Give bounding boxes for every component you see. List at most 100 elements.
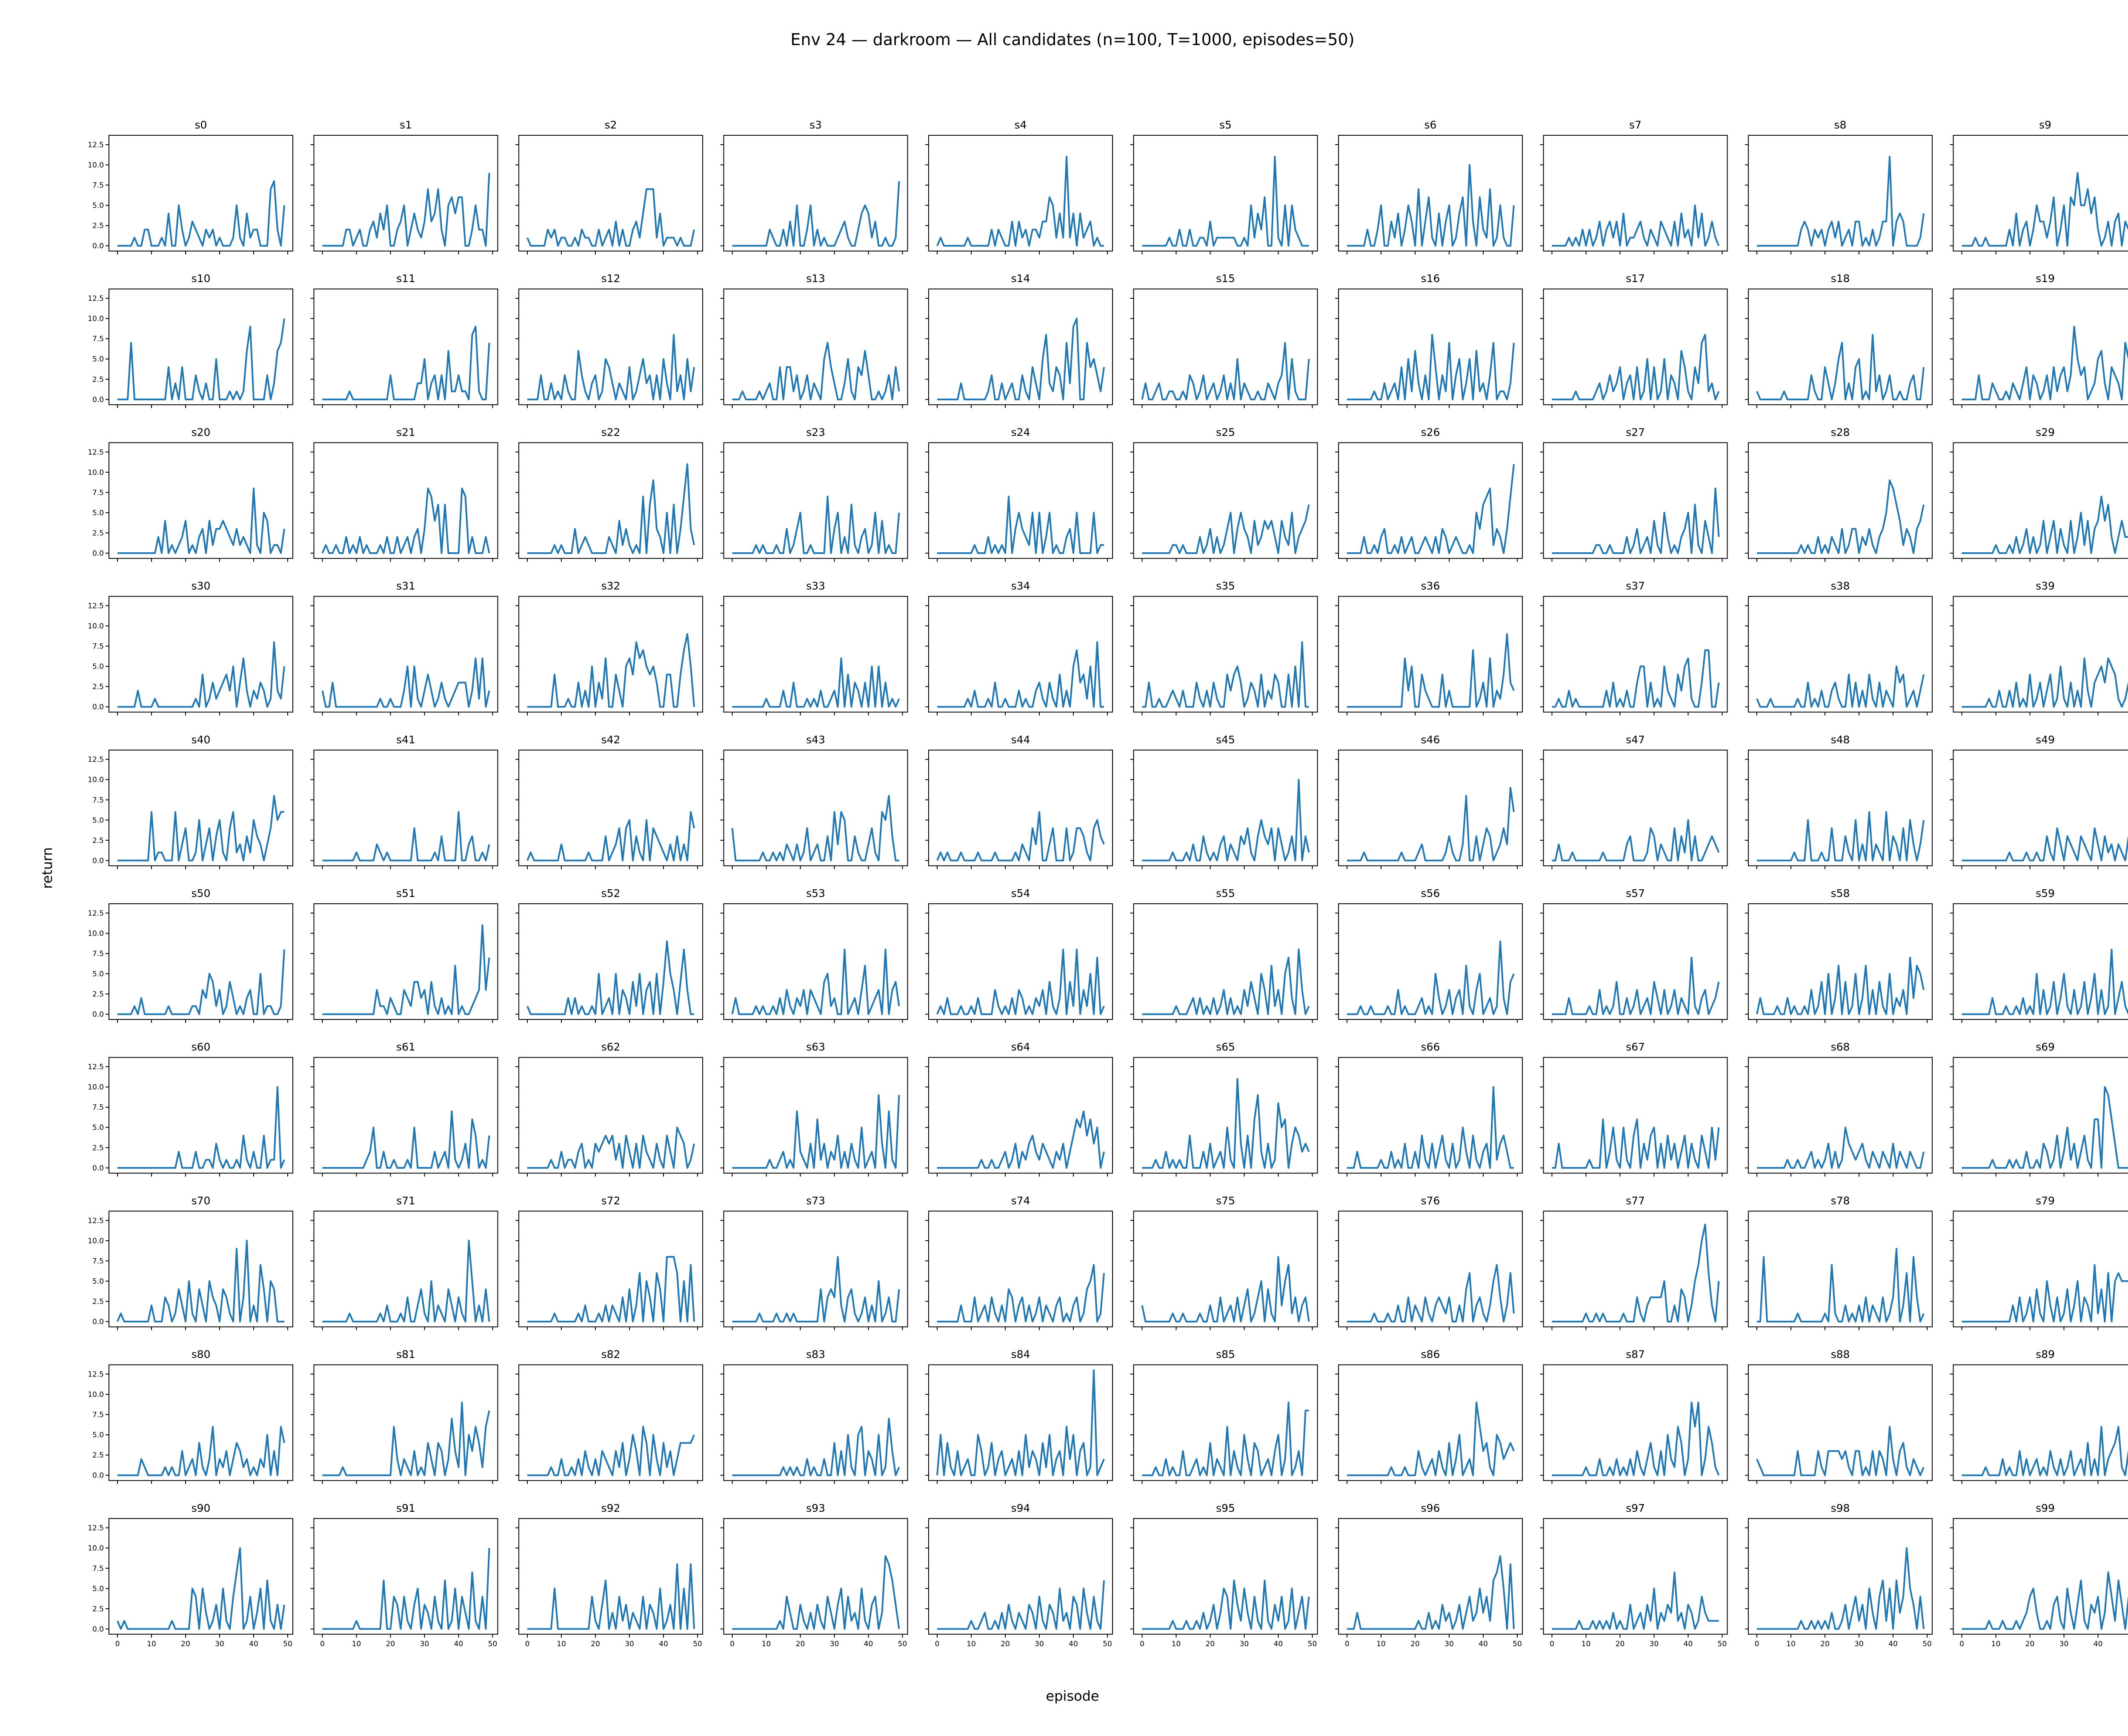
- y-tick-label: 5.0: [92, 662, 104, 671]
- y-tick-label: 12.5: [88, 909, 104, 918]
- x-tick-label: 30: [1854, 1640, 1864, 1648]
- subplot-frame: [518, 1364, 703, 1481]
- subplot-s25: s25: [1130, 426, 1318, 562]
- y-tick-label: 12.5: [88, 1524, 104, 1533]
- x-tick-label: 40: [2094, 1640, 2103, 1648]
- subplot-title: s58: [1831, 887, 1850, 899]
- subplot-s30: s30 0.0 2.5 5.0 7.5 10.0 12.5: [88, 580, 293, 716]
- x-tick-label: 10: [762, 1640, 771, 1648]
- subplot-title: s1: [400, 119, 412, 131]
- series-line: [1347, 1086, 1514, 1169]
- subplot-title: s45: [1216, 734, 1235, 746]
- subplot-title: s10: [192, 272, 211, 285]
- subplot-s77: s77: [1540, 1194, 1728, 1331]
- y-tick-label: 5.0: [92, 355, 104, 364]
- y-tick-label: 10.0: [88, 929, 104, 938]
- subplot-title: s59: [2036, 887, 2055, 899]
- subplot-s44: s44: [925, 734, 1113, 869]
- subplot-s34: s34: [925, 580, 1113, 716]
- series-line: [1962, 495, 2128, 554]
- series-line: [526, 940, 694, 1015]
- subplot-title: s91: [396, 1502, 415, 1514]
- x-tick-label: 0: [1140, 1640, 1144, 1648]
- subplot-title: s98: [1831, 1502, 1850, 1514]
- y-tick-label: 5.0: [92, 202, 104, 210]
- subplot-s91: s91 0 10 20 30 40 50: [310, 1502, 498, 1648]
- x-tick-label: 50: [1718, 1640, 1727, 1648]
- x-tick-label: 0: [935, 1640, 940, 1648]
- series-line: [527, 1563, 695, 1630]
- y-tick-label: 7.5: [92, 1565, 104, 1573]
- subplot-title: s73: [806, 1194, 825, 1207]
- subplot-frame: [313, 135, 498, 251]
- series-line: [322, 1402, 490, 1476]
- series-line: [732, 495, 900, 554]
- series-line: [1347, 334, 1515, 400]
- subplot-title: s64: [1011, 1041, 1030, 1053]
- subplot-s13: s13: [720, 272, 908, 408]
- x-axis-label: episode: [1046, 1688, 1099, 1704]
- subplot-s1: s1: [310, 119, 498, 254]
- subplot-s5: s5: [1130, 119, 1318, 254]
- series-line: [117, 1426, 285, 1476]
- subplot-frame: [928, 1364, 1113, 1481]
- series-line: [937, 1110, 1105, 1169]
- subplot-frame: [313, 1057, 498, 1174]
- subplot-frame: [1543, 442, 1728, 559]
- series-line: [936, 1369, 1105, 1476]
- y-tick-label: 2.5: [92, 683, 104, 691]
- subplot-frame: [1748, 135, 1933, 251]
- series-line: [731, 795, 899, 862]
- subplot-frame: [1543, 1057, 1728, 1174]
- y-tick-label: 2.5: [92, 837, 104, 845]
- y-tick-label: 7.5: [92, 488, 104, 497]
- series-line: [1142, 504, 1310, 554]
- y-tick-label: 0.0: [92, 1318, 104, 1326]
- series-line: [1757, 1248, 1925, 1322]
- subplot-frame: [109, 442, 293, 559]
- subplot-s35: s35: [1130, 580, 1318, 716]
- subplot-frame: [1133, 442, 1318, 559]
- subplot-title: s61: [396, 1041, 415, 1053]
- subplot-s55: s55: [1130, 887, 1318, 1023]
- subplot-s99: s9901020304050: [1950, 1502, 2128, 1648]
- subplot-frame: [313, 1211, 498, 1328]
- series-line: [527, 1126, 695, 1169]
- subplot-frame: [518, 903, 703, 1020]
- subplot-title: s28: [1831, 426, 1850, 438]
- subplot-s68: s68: [1745, 1041, 1933, 1177]
- x-tick-label: 30: [830, 1640, 839, 1648]
- subplot-title: s99: [2036, 1502, 2055, 1514]
- subplot-frame: [1748, 288, 1933, 405]
- subplot-title: s50: [192, 887, 211, 899]
- subplot-s67: s67: [1540, 1041, 1728, 1177]
- subplot-frame: [1338, 903, 1523, 1020]
- x-tick-label: 10: [1991, 1640, 2001, 1648]
- series-line: [1347, 1555, 1515, 1630]
- subplot-s87: s87: [1540, 1348, 1728, 1484]
- y-tick-label: 10.0: [88, 1237, 104, 1245]
- series-line: [1552, 649, 1720, 708]
- subplot-frame: [928, 1518, 1113, 1635]
- subplot-frame: [1953, 135, 2128, 251]
- subplot-frame: [1133, 288, 1318, 405]
- subplot-frame: [1543, 749, 1728, 866]
- subplot-s37: s37: [1540, 580, 1728, 716]
- x-tick-label: 40: [1888, 1640, 1898, 1648]
- series-line: [937, 641, 1104, 708]
- subplot-s54: s54: [925, 887, 1113, 1023]
- series-line: [1142, 1078, 1310, 1169]
- subplot-s16: s16: [1335, 272, 1523, 408]
- series-line: [117, 487, 285, 554]
- x-tick-label: 50: [693, 1640, 702, 1648]
- x-tick-label: 40: [864, 1640, 873, 1648]
- subplot-title: s52: [601, 887, 621, 899]
- y-tick-label: 5.0: [92, 816, 104, 825]
- subplot-title: s18: [1831, 272, 1850, 285]
- series-line: [1757, 811, 1925, 862]
- x-tick-label: 10: [147, 1640, 156, 1648]
- y-tick-label: 2.5: [92, 375, 104, 384]
- subplot-title: s66: [1421, 1041, 1440, 1053]
- subplot-title: s80: [192, 1348, 211, 1361]
